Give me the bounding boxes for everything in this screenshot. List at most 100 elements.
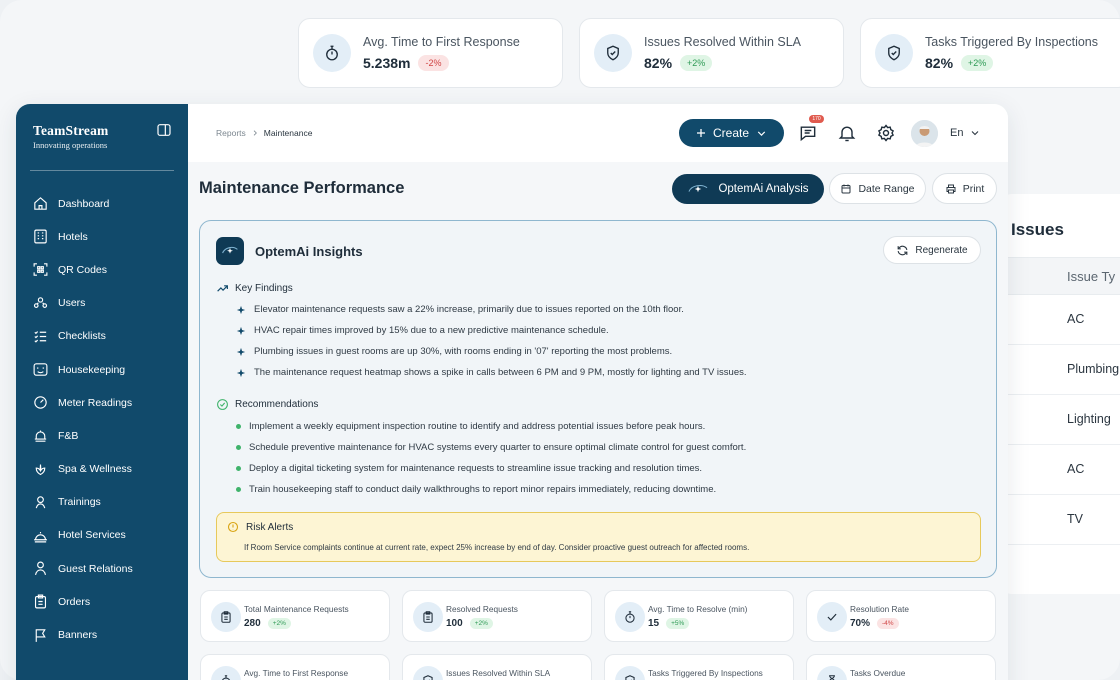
- sidebar-item-label: Hotel Services: [58, 529, 126, 542]
- sidebar-item-label: F&B: [58, 429, 79, 442]
- kpi-value: 15: [648, 618, 660, 629]
- trend-badge: +2%: [469, 618, 493, 629]
- sidebar-item-guest-relations[interactable]: Guest Relations: [16, 552, 188, 585]
- sidebar-item-users[interactable]: Users: [16, 287, 188, 320]
- clipboard-icon: [211, 602, 241, 632]
- create-button[interactable]: Create: [679, 119, 784, 147]
- bell-icon[interactable]: [837, 123, 857, 143]
- printer-icon: [946, 184, 956, 193]
- stat-value: 82%: [644, 55, 673, 71]
- language-selector[interactable]: En: [950, 127, 981, 139]
- sparkle-icon: [236, 305, 246, 314]
- ai-logo-icon: [216, 237, 244, 265]
- risk-alert-heading: Risk Alerts: [227, 521, 293, 533]
- avatar[interactable]: [911, 120, 938, 147]
- check-icon: [817, 602, 847, 632]
- recommendation-text: Schedule preventive maintenance for HVAC…: [249, 442, 747, 453]
- building-icon: [34, 229, 47, 244]
- ai-insights-panel: OptemAi Insights Regenerate Key Findings…: [199, 220, 997, 578]
- messages-icon[interactable]: [798, 123, 818, 143]
- chevron-down-icon: [972, 131, 979, 136]
- sidebar-item-hotel-services[interactable]: Hotel Services: [16, 519, 188, 552]
- bg-stat-card: Tasks Triggered By Inspections 82% +2%: [860, 18, 1120, 88]
- stopwatch-icon: [615, 602, 645, 632]
- brand-logo[interactable]: TeamStream Innovating operations: [33, 123, 109, 150]
- insights-title: OptemAi Insights: [255, 244, 363, 259]
- kpi-card: Tasks Triggered By Inspections: [604, 654, 794, 680]
- date-range-button[interactable]: Date Range: [829, 173, 926, 204]
- app-window: TeamStream Innovating operations Dashboa…: [16, 104, 1008, 680]
- sidebar-item-orders[interactable]: Orders: [16, 585, 188, 618]
- sidebar-item-checklists[interactable]: Checklists: [16, 320, 188, 353]
- bullet-icon: [236, 466, 241, 471]
- hourglass-icon: [817, 666, 847, 680]
- regenerate-button[interactable]: Regenerate: [883, 236, 981, 264]
- kpi-label: Avg. Time to First Response: [244, 668, 349, 678]
- bullet-icon: [236, 487, 241, 492]
- sidebar-item-housekeeping[interactable]: Housekeeping: [16, 353, 188, 386]
- print-button[interactable]: Print: [932, 173, 997, 204]
- brand-name: TeamStream: [33, 123, 109, 138]
- sidebar-item-dashboard[interactable]: Dashboard: [16, 187, 188, 220]
- sidebar-item-label: Housekeeping: [58, 363, 126, 376]
- plus-icon: [696, 129, 705, 137]
- sparkle-icon: [236, 326, 246, 335]
- sidebar-item-trainings[interactable]: Trainings: [16, 486, 188, 519]
- breadcrumb-root[interactable]: Reports: [216, 128, 246, 138]
- list-item: Elevator maintenance requests saw a 22% …: [236, 304, 684, 315]
- trending-up-icon: [217, 285, 228, 292]
- sidebar-item-label: Guest Relations: [58, 562, 133, 575]
- service-bell-icon: [34, 531, 47, 543]
- shield-check-icon: [615, 666, 645, 680]
- kpi-value: 70%: [850, 618, 871, 629]
- gauge-icon: [34, 396, 47, 409]
- recommendation-text: Train housekeeping staff to conduct dail…: [249, 484, 717, 495]
- breadcrumb: Reports Maintenance: [216, 128, 312, 138]
- sidebar-item-meter-readings[interactable]: Meter Readings: [16, 386, 188, 419]
- kpi-label: Avg. Time to Resolve (min): [648, 604, 748, 614]
- kpi-label: Tasks Triggered By Inspections: [648, 668, 763, 678]
- sidebar-item-label: Banners: [58, 629, 98, 642]
- trend-badge: +2%: [267, 618, 291, 629]
- sidebar-item-fb[interactable]: F&B: [16, 419, 188, 452]
- list-item: Plumbing issues in guest rooms are up 30…: [236, 346, 672, 357]
- bullet-icon: [236, 424, 241, 429]
- bg-issues-panel: Issues Issue Ty AC Plumbing Lighting AC …: [1000, 194, 1120, 594]
- sidebar-toggle-icon[interactable]: [156, 122, 172, 138]
- kpi-label: Issues Resolved Within SLA: [446, 668, 551, 678]
- table-cell: AC: [1067, 462, 1085, 476]
- sparkle-icon: [236, 368, 246, 377]
- sidebar-item-qr-codes[interactable]: QR Codes: [16, 253, 188, 286]
- table-cell: AC: [1067, 312, 1085, 326]
- notification-count-badge: 170: [809, 115, 824, 123]
- table-row: TV: [1000, 495, 1120, 545]
- sidebar-item-spa-wellness[interactable]: Spa & Wellness: [16, 453, 188, 486]
- bullet-icon: [236, 445, 241, 450]
- chevron-down-icon: [757, 130, 766, 136]
- column-header: Issue Ty: [1067, 269, 1116, 284]
- trend-badge: -4%: [877, 618, 899, 629]
- clipboard-icon: [34, 594, 47, 609]
- kpi-card: Resolved Requests 100 +2%: [402, 590, 592, 642]
- language-label: En: [950, 127, 964, 139]
- kpi-card: Total Maintenance Requests 280 +2%: [200, 590, 390, 642]
- list-item: Implement a weekly equipment inspection …: [236, 421, 705, 432]
- sidebar-item-label: Meter Readings: [58, 396, 133, 409]
- kpi-card: Avg. Time to First Response: [200, 654, 390, 680]
- risk-title: Risk Alerts: [246, 521, 294, 533]
- finding-text: The maintenance request heatmap shows a …: [254, 367, 747, 378]
- sidebar-item-hotels[interactable]: Hotels: [16, 220, 188, 253]
- sidebar-item-label: Orders: [58, 595, 91, 608]
- guest-icon: [34, 561, 47, 576]
- kpi-label: Total Maintenance Requests: [244, 604, 349, 614]
- gear-icon[interactable]: [876, 123, 896, 143]
- finding-text: Plumbing issues in guest rooms are up 30…: [254, 346, 673, 357]
- ai-analysis-button[interactable]: OptemAi Analysis: [672, 174, 824, 204]
- sidebar-item-banners[interactable]: Banners: [16, 618, 188, 651]
- key-findings-heading: Key Findings: [216, 282, 293, 295]
- recommendations-heading: Recommendations: [216, 398, 318, 411]
- flag-icon: [35, 628, 46, 642]
- table-cell: Lighting: [1067, 412, 1111, 426]
- date-range-label: Date Range: [858, 182, 915, 195]
- section-title: Recommendations: [235, 399, 319, 410]
